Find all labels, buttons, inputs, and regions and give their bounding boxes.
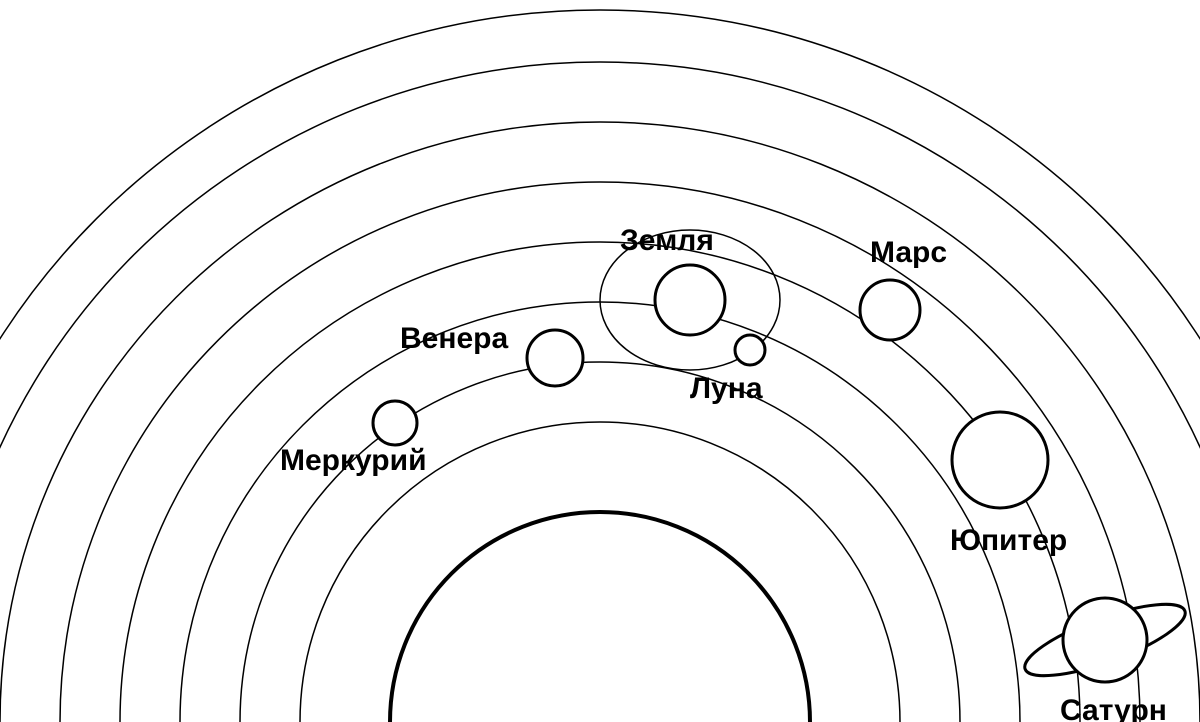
planet-jupiter xyxy=(952,412,1048,508)
planet-venus xyxy=(527,330,583,386)
sun xyxy=(390,512,810,722)
label-jupiter: Юпитер xyxy=(950,524,1067,557)
solar-system-diagram: Меркурий Венера Земля Луна Марс Юпитер С… xyxy=(0,0,1200,722)
label-mercury: Меркурий xyxy=(280,444,427,477)
planet-earth xyxy=(655,265,725,335)
planet-mercury xyxy=(373,401,417,445)
moon xyxy=(735,335,765,365)
planet-mars xyxy=(860,280,920,340)
label-moon: Луна xyxy=(690,372,763,405)
label-venus: Венера xyxy=(400,322,508,355)
label-saturn: Сатурн xyxy=(1060,694,1167,722)
label-earth: Земля xyxy=(620,224,714,257)
label-mars: Марс xyxy=(870,236,947,269)
planet-saturn xyxy=(1063,598,1147,682)
